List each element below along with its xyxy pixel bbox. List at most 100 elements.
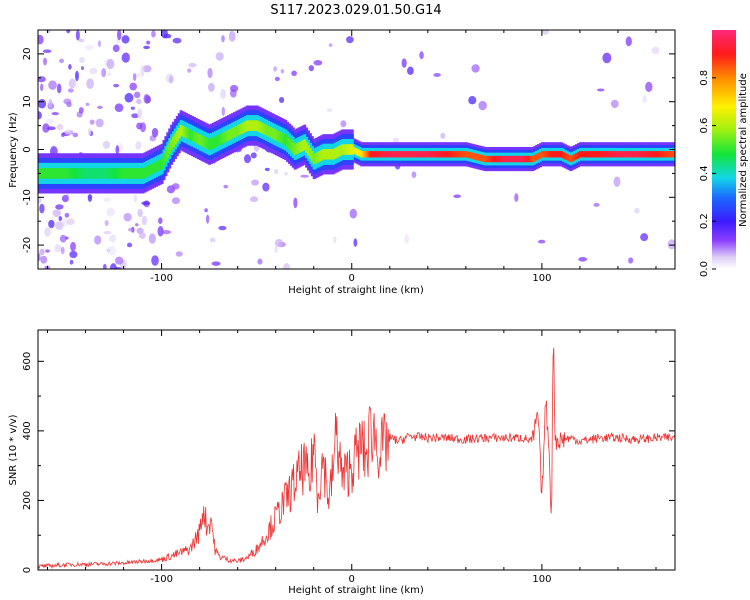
noise-blob bbox=[597, 88, 605, 92]
spectrogram-y-axis-label: Frequency (Hz) bbox=[8, 112, 19, 188]
ridge-cell bbox=[314, 152, 318, 164]
noise-blob bbox=[221, 35, 225, 43]
noise-blob bbox=[642, 95, 647, 103]
ridge-cell bbox=[202, 136, 206, 148]
ridge-cell bbox=[615, 151, 619, 158]
spectrogram-background-noise bbox=[38, 30, 675, 269]
snr-y-axis-label: SNR (10 * v/v) bbox=[8, 414, 19, 485]
noise-blob bbox=[79, 57, 85, 64]
ridge-cell bbox=[57, 168, 61, 179]
ridge-cell bbox=[307, 145, 311, 156]
ridge-cell bbox=[107, 168, 111, 179]
noise-blob bbox=[43, 57, 47, 66]
ridge-cell bbox=[451, 151, 455, 158]
noise-blob bbox=[326, 108, 333, 113]
noise-blob bbox=[61, 132, 65, 137]
ridge-cell bbox=[187, 128, 191, 140]
noise-blob bbox=[78, 107, 84, 114]
ridge-cell bbox=[248, 120, 252, 131]
ridge-cell bbox=[596, 151, 600, 158]
ridge-cell bbox=[229, 128, 233, 140]
ridge-cell bbox=[213, 136, 217, 148]
ridge-cell bbox=[563, 153, 567, 160]
ridge-cell bbox=[305, 142, 309, 153]
ridge-cell bbox=[613, 151, 617, 158]
ridge-cell bbox=[103, 168, 107, 179]
ridge-cell bbox=[133, 168, 137, 179]
ridge-cell bbox=[109, 168, 113, 179]
ridge-cell bbox=[607, 151, 611, 158]
noise-blob bbox=[146, 40, 151, 45]
ridge-cell bbox=[253, 120, 257, 131]
noise-blob bbox=[433, 72, 441, 77]
noise-blob bbox=[48, 219, 55, 229]
x-tick-label: 100 bbox=[532, 574, 551, 585]
ridge-cell bbox=[301, 140, 305, 151]
ridge-cell bbox=[379, 151, 383, 158]
ridge-cell bbox=[122, 168, 126, 179]
ridge-cell bbox=[540, 151, 544, 158]
noise-blob bbox=[86, 78, 94, 89]
ridge-cell bbox=[101, 168, 105, 179]
noise-blob bbox=[61, 217, 69, 228]
ridge-cell bbox=[337, 146, 341, 157]
ridge-cell bbox=[204, 137, 208, 149]
ridge-cell bbox=[480, 154, 484, 162]
noise-blob bbox=[610, 99, 619, 109]
ridge-cell bbox=[620, 151, 624, 158]
ridge-cell bbox=[400, 151, 404, 158]
ridge-cell bbox=[90, 168, 94, 179]
ridge-cell bbox=[445, 151, 449, 158]
ridge-cell bbox=[327, 149, 331, 160]
noise-blob bbox=[133, 91, 141, 99]
noise-blob bbox=[121, 52, 130, 63]
ridge-cell bbox=[668, 151, 672, 158]
ridge-cell bbox=[470, 152, 474, 159]
ridge-cell bbox=[508, 155, 512, 163]
ridge-cell bbox=[518, 155, 522, 163]
noise-blob bbox=[542, 30, 549, 35]
ridge-cell bbox=[478, 154, 482, 161]
ridge-cell bbox=[504, 155, 508, 163]
noise-blob bbox=[141, 201, 151, 206]
noise-blob bbox=[102, 140, 111, 149]
ridge-cell bbox=[495, 155, 499, 163]
ridge-cell bbox=[246, 120, 250, 131]
noise-blob bbox=[42, 49, 52, 53]
ridge-cell bbox=[396, 151, 400, 158]
ridge-cell bbox=[609, 151, 613, 158]
ridge-cell bbox=[552, 151, 556, 158]
ridge-cell bbox=[386, 151, 390, 158]
noise-blob bbox=[313, 60, 323, 66]
noise-blob bbox=[61, 194, 69, 203]
noise-blob bbox=[42, 123, 50, 133]
ridge-cell bbox=[346, 144, 350, 155]
noise-blob bbox=[346, 36, 354, 44]
ridge-cell bbox=[215, 135, 219, 147]
noise-blob bbox=[257, 258, 263, 265]
ridge-cell bbox=[230, 127, 234, 139]
noise-blob bbox=[392, 137, 399, 144]
ridge-cell bbox=[449, 151, 453, 158]
noise-blob bbox=[38, 34, 44, 45]
ridge-cell bbox=[99, 168, 103, 179]
noise-blob bbox=[273, 66, 278, 72]
ridge-cell bbox=[78, 168, 82, 179]
noise-blob bbox=[142, 65, 152, 73]
ridge-cell bbox=[415, 151, 419, 158]
ridge-cell bbox=[274, 129, 278, 141]
noise-blob bbox=[104, 219, 109, 227]
ridge-cell bbox=[645, 151, 649, 158]
noise-blob bbox=[140, 65, 145, 77]
ridge-cell bbox=[383, 151, 387, 158]
ridge-cell bbox=[221, 132, 225, 144]
ridge-cell bbox=[535, 153, 539, 161]
ridge-cell bbox=[440, 151, 444, 158]
ridge-cell bbox=[189, 129, 193, 141]
ridge-cell bbox=[42, 168, 46, 179]
y-tick-label: -20 bbox=[22, 237, 33, 253]
ridge-cell bbox=[472, 153, 476, 160]
noise-blob bbox=[207, 67, 213, 79]
noise-blob bbox=[52, 209, 61, 217]
ridge-cell bbox=[289, 140, 293, 151]
